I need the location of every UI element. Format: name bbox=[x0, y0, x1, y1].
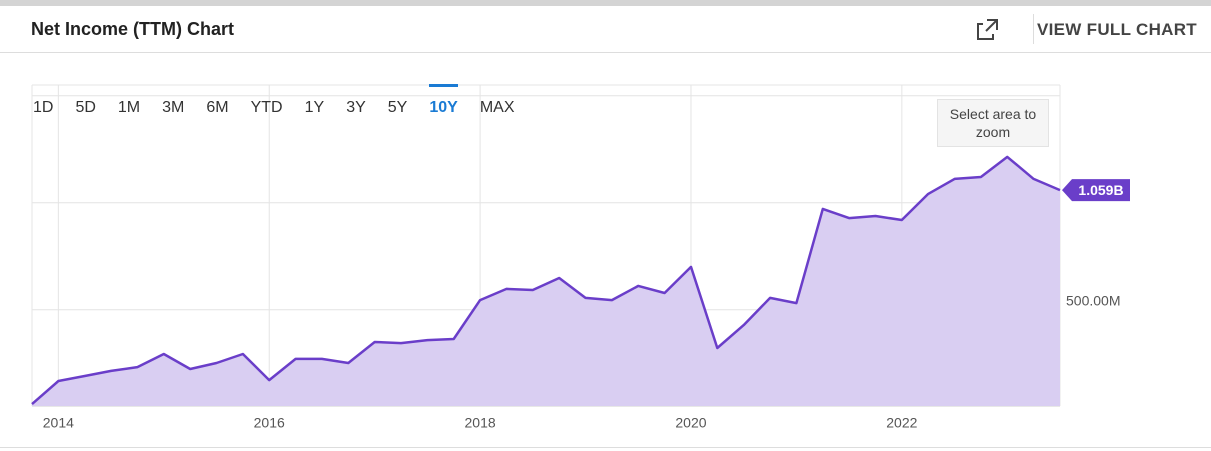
range-buttons: 1D 5D 1M 3M 6M YTD 1Y 3Y 5Y 10Y MAX bbox=[33, 84, 536, 117]
value-badge bbox=[1062, 179, 1130, 202]
y-tick-label: 500.00M bbox=[1066, 292, 1120, 308]
x-tick-label: 2022 bbox=[886, 415, 917, 431]
x-tick-label: 2014 bbox=[43, 415, 74, 431]
x-tick-label: 2016 bbox=[254, 415, 285, 431]
range-button[interactable]: 1D bbox=[33, 99, 54, 116]
top-bar bbox=[0, 0, 1211, 6]
range-button[interactable]: 3M bbox=[162, 99, 185, 116]
chart-title: Net Income (TTM) Chart bbox=[31, 19, 235, 39]
view-full-chart[interactable]: VIEW FULL CHART bbox=[1036, 20, 1197, 39]
range-button[interactable]: 1M bbox=[117, 99, 141, 116]
range-button[interactable]: 3Y bbox=[346, 99, 366, 116]
x-tick-label: 2018 bbox=[465, 415, 496, 431]
separator bbox=[1033, 14, 1034, 44]
range-button[interactable]: MAX bbox=[479, 99, 515, 116]
range-button[interactable]: 1Y bbox=[304, 99, 325, 116]
x-tick-label: 2020 bbox=[675, 415, 706, 431]
zoom-hint: Select area to zoom bbox=[937, 99, 1049, 147]
range-button[interactable]: 5D bbox=[75, 99, 96, 116]
separator bbox=[0, 52, 1211, 53]
range-button[interactable]: 5Y bbox=[387, 99, 408, 116]
range-button[interactable]: 6M bbox=[206, 99, 229, 116]
range-button[interactable]: 10Y bbox=[429, 84, 458, 117]
range-button[interactable]: YTD bbox=[250, 99, 283, 116]
line bbox=[31, 155, 1061, 406]
area bbox=[32, 156, 1060, 406]
separator bbox=[0, 447, 1211, 448]
value-label: 1.059B bbox=[1078, 182, 1123, 198]
